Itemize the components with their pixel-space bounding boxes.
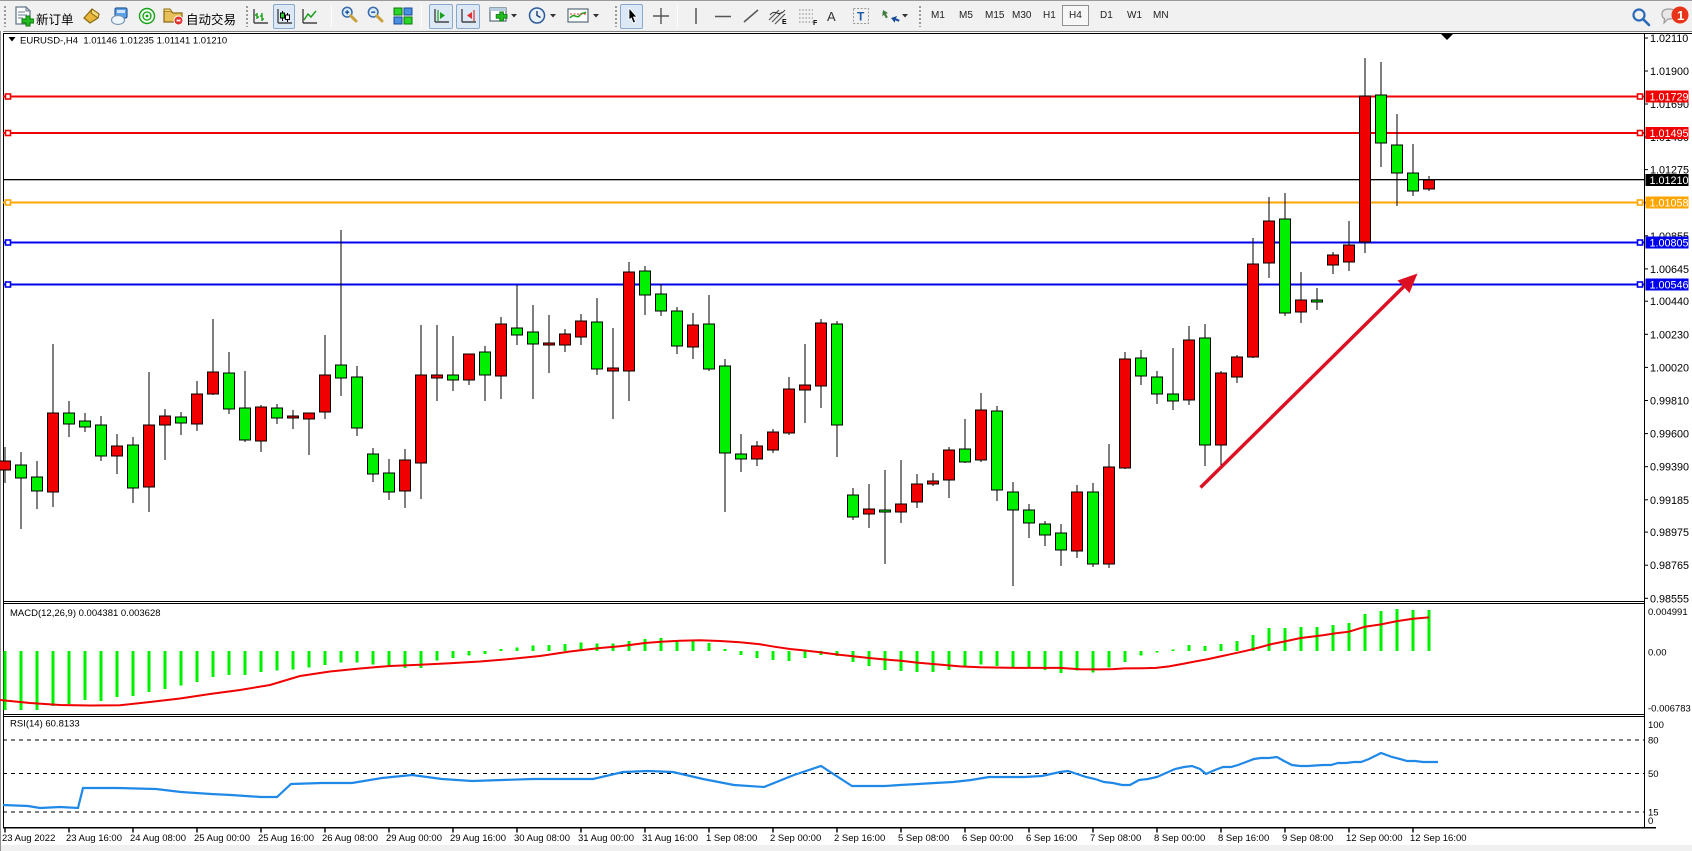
svg-text:0.99600: 0.99600 [1650,429,1689,441]
svg-text:5 Sep 08:00: 5 Sep 08:00 [898,833,949,844]
svg-text:12 Sep 16:00: 12 Sep 16:00 [1410,833,1467,844]
svg-text:0.98765: 0.98765 [1650,560,1689,572]
svg-text:23 Aug 16:00: 23 Aug 16:00 [66,833,122,844]
svg-text:6 Sep 00:00: 6 Sep 00:00 [962,833,1013,844]
svg-text:23 Aug 2022: 23 Aug 2022 [2,833,55,844]
svg-text:1.00230: 1.00230 [1650,329,1689,341]
svg-text:0.00: 0.00 [1648,648,1667,659]
svg-text:1.01058: 1.01058 [1650,198,1689,210]
svg-text:7 Sep 08:00: 7 Sep 08:00 [1090,833,1141,844]
svg-text:29 Aug 16:00: 29 Aug 16:00 [450,833,506,844]
svg-text:100: 100 [1648,720,1664,731]
svg-text:9 Sep 08:00: 9 Sep 08:00 [1282,833,1333,844]
svg-text:1 Sep 08:00: 1 Sep 08:00 [706,833,757,844]
svg-text:2 Sep 00:00: 2 Sep 00:00 [770,833,821,844]
svg-text:MACD(12,26,9) 0.004381 0.00362: MACD(12,26,9) 0.004381 0.003628 [10,608,161,619]
svg-text:31 Aug 00:00: 31 Aug 00:00 [578,833,634,844]
svg-text:E: E [782,19,787,26]
svg-text:8 Sep 00:00: 8 Sep 00:00 [1154,833,1205,844]
svg-text:1.01900: 1.01900 [1650,66,1689,78]
svg-text:1.01275: 1.01275 [1650,165,1689,177]
svg-text:80: 80 [1648,736,1659,747]
svg-text:0: 0 [1648,816,1653,827]
svg-text:8 Sep 16:00: 8 Sep 16:00 [1218,833,1269,844]
svg-text:1.01495: 1.01495 [1650,128,1689,140]
svg-text:1.01729: 1.01729 [1650,92,1689,104]
svg-text:RSI(14) 60.8133: RSI(14) 60.8133 [10,719,80,730]
svg-text:1.02110: 1.02110 [1650,33,1688,45]
svg-text:EURUSD-,H4 1.01146 1.01235 1.: EURUSD-,H4 1.01146 1.01235 1.01141 1.012… [20,36,227,47]
svg-text:-0.006783: -0.006783 [1648,704,1691,715]
svg-text:1.01210: 1.01210 [1650,175,1689,187]
svg-text:25 Aug 16:00: 25 Aug 16:00 [258,833,314,844]
svg-text:1.00020: 1.00020 [1650,362,1689,374]
svg-text:0.004991: 0.004991 [1648,607,1688,618]
svg-text:6 Sep 16:00: 6 Sep 16:00 [1026,833,1077,844]
svg-text:15: 15 [1648,808,1659,819]
svg-text:25 Aug 00:00: 25 Aug 00:00 [194,833,250,844]
svg-text:0.99390: 0.99390 [1650,462,1689,474]
svg-text:24 Aug 08:00: 24 Aug 08:00 [130,833,186,844]
svg-text:2 Sep 16:00: 2 Sep 16:00 [834,833,885,844]
svg-text:1.00440: 1.00440 [1650,296,1689,308]
svg-text:31 Aug 16:00: 31 Aug 16:00 [642,833,698,844]
svg-text:50: 50 [1648,769,1659,780]
svg-text:1.00645: 1.00645 [1650,264,1689,276]
svg-text:0.99810: 0.99810 [1650,396,1689,408]
svg-text:30 Aug 08:00: 30 Aug 08:00 [514,833,570,844]
svg-text:0.98555: 0.98555 [1650,593,1689,605]
svg-text:12 Sep 00:00: 12 Sep 00:00 [1346,833,1403,844]
svg-text:0.98975: 0.98975 [1650,527,1689,539]
svg-text:26 Aug 08:00: 26 Aug 08:00 [322,833,378,844]
svg-text:F: F [813,20,818,26]
svg-text:1.00805: 1.00805 [1650,238,1689,250]
svg-text:T: T [857,10,865,24]
svg-text:29 Aug 00:00: 29 Aug 00:00 [386,833,442,844]
svg-text:1: 1 [1677,8,1684,23]
svg-text:0.99185: 0.99185 [1650,495,1689,507]
svg-text:1.00546: 1.00546 [1650,280,1689,292]
